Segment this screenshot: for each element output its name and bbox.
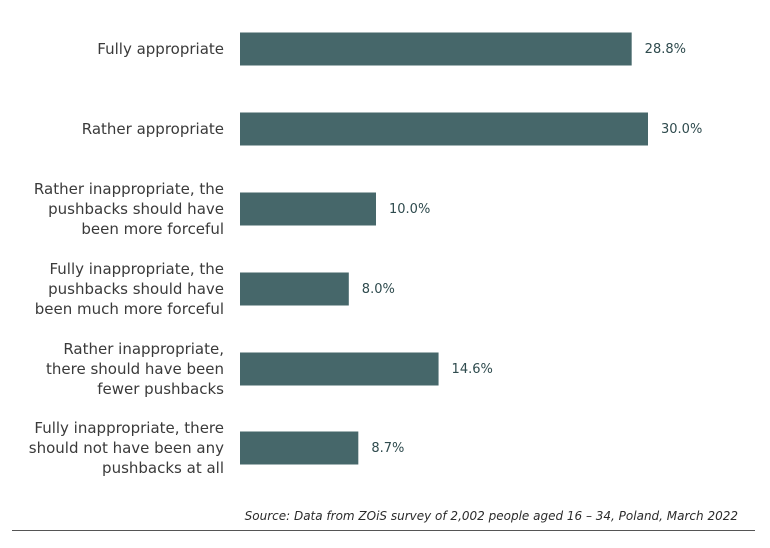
bar-4 — [240, 352, 439, 386]
category-label-3-line-2: been much more forceful — [35, 300, 224, 318]
value-label-1: 30.0% — [661, 122, 702, 137]
category-label-3-line-0: Fully inappropriate, the — [49, 260, 224, 278]
category-label-5-line-0: Fully inappropriate, there — [34, 419, 224, 437]
category-label-2-line-2: been more forceful — [81, 220, 224, 238]
bar-5 — [240, 431, 359, 465]
category-label-2-line-1: pushbacks should have — [48, 200, 224, 218]
category-label-3-line-1: pushbacks should have — [48, 280, 224, 298]
category-label-1-line-0: Rather appropriate — [82, 120, 224, 138]
category-label-5-line-1: should not have been any — [29, 439, 224, 457]
value-label-2: 10.0% — [389, 202, 430, 217]
value-label-5: 8.7% — [371, 441, 404, 456]
category-label-5-line-2: pushbacks at all — [102, 459, 224, 477]
category-label-0-line-0: Fully appropriate — [97, 40, 224, 58]
category-label-4-line-1: there should have been — [46, 360, 224, 378]
category-label-4-line-0: Rather inappropriate, — [63, 340, 224, 358]
value-label-0: 28.8% — [645, 42, 686, 57]
value-label-4: 14.6% — [452, 362, 493, 377]
bar-0 — [240, 32, 632, 66]
footer-divider — [12, 530, 755, 531]
bar-3 — [240, 272, 349, 306]
category-label-2-line-0: Rather inappropriate, the — [34, 180, 224, 198]
category-label-4-line-2: fewer pushbacks — [97, 380, 224, 398]
bar-1 — [240, 112, 648, 146]
source-note: Source: Data from ZOiS survey of 2,002 p… — [244, 509, 738, 523]
value-label-3: 8.0% — [362, 282, 395, 297]
bar-2 — [240, 192, 376, 226]
